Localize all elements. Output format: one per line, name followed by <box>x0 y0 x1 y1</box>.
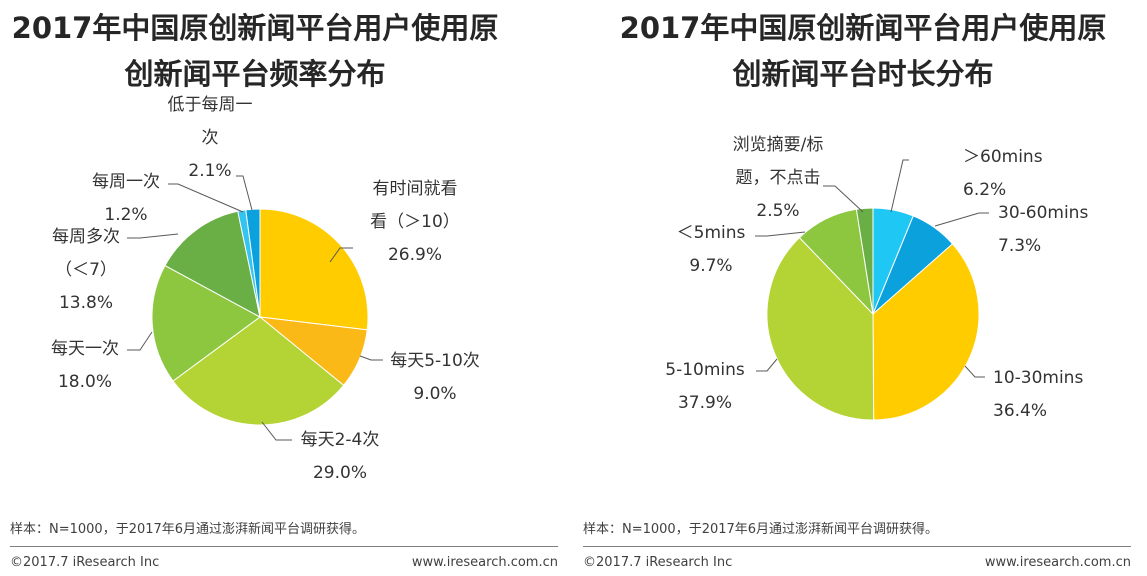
slice-category-label: 每天5-10次 <box>390 351 480 371</box>
leader-line-4 <box>127 233 179 239</box>
duration-pie-chart: 2017年中国原创新闻平台用户使用原 创新闻平台时长分布 ＞60mins 6.2%… <box>620 11 1107 421</box>
chart-title-line-2: 创新闻平台时长分布 <box>731 57 993 91</box>
leader-line-1 <box>359 355 383 361</box>
pie-slice-5 <box>855 207 874 315</box>
duration-chart-panel: 2017年中国原创新闻平台用户使用原 创新闻平台时长分布 ＞60mins 6.2%… <box>573 0 1147 576</box>
sample-note: 样本：N=1000，于2017年6月通过澎湃新闻平台调研获得。 <box>10 522 366 537</box>
slice-value-label: 6.2% <box>963 180 1006 200</box>
chart-title-line-1: 2017年中国原创新闻平台用户使用原 <box>12 11 499 45</box>
leader-line-4 <box>755 231 806 237</box>
slice-labels: ＞60mins 6.2% 30-60mins 7.3% 10-30mins 36.4% 5-… <box>665 135 1088 421</box>
pie-slice-3 <box>151 264 261 382</box>
pie-slice-2 <box>172 316 345 426</box>
pie-slice-3 <box>766 236 875 421</box>
slice-category-label: 每周一次 <box>92 172 160 192</box>
frequency-chart-panel: 2017年中国原创新闻平台用户使用原 创新闻平台频率分布 有时间就看看（＞10）… <box>10 11 558 570</box>
slice-category-label: 10-30mins <box>993 368 1083 388</box>
leader-lines <box>127 175 383 441</box>
pie-slices <box>766 207 980 421</box>
slice-category-label: 次 <box>202 128 219 148</box>
leader-line-1 <box>934 212 989 227</box>
leader-line-3 <box>756 358 778 372</box>
slice-value-label: 2.1% <box>188 161 231 181</box>
slice-value-label: 9.0% <box>413 384 456 404</box>
slice-value-label: 18.0% <box>58 372 112 392</box>
slice-value-label: 7.3% <box>998 236 1041 256</box>
footer-divider <box>583 546 1131 547</box>
slice-value-label: 36.4% <box>993 401 1047 421</box>
leader-line-3 <box>127 331 153 351</box>
pie-slice-2 <box>872 243 980 421</box>
website-link[interactable]: www.iresearch.com.cn <box>984 555 1131 570</box>
slice-category-label: 30-60mins <box>998 203 1088 223</box>
slice-category-label: 每天一次 <box>51 339 119 359</box>
slice-category-label: ＜5mins <box>677 223 746 243</box>
pie-slices <box>151 208 369 426</box>
slice-category-label: 每周多次 <box>52 227 120 247</box>
footer-divider <box>10 546 558 547</box>
leader-line-0 <box>329 247 353 263</box>
slice-value-label: 1.2% <box>104 205 147 225</box>
leader-line-2 <box>964 365 985 378</box>
website-link[interactable]: www.iresearch.com.cn <box>411 555 558 570</box>
leader-line-6 <box>236 175 253 211</box>
slice-category-label: 浏览摘要/标 <box>733 135 824 155</box>
leader-line-2 <box>261 421 292 441</box>
slice-category-label: 有时间就看 <box>373 179 458 199</box>
slice-category-label: 低于每周一 <box>168 95 253 115</box>
slice-value-label: 37.9% <box>678 393 732 413</box>
sample-note: 样本：N=1000，于2017年6月通过澎湃新闻平台调研获得。 <box>583 522 939 537</box>
slice-value-label: 13.8% <box>59 293 113 313</box>
pie-slice-0 <box>259 208 369 331</box>
slice-category-label: 看（＞10） <box>370 212 460 232</box>
chart-title-line-2: 创新闻平台频率分布 <box>123 57 385 91</box>
slice-value-label: 9.7% <box>689 256 732 276</box>
copyright: ©2017.7 iResearch Inc <box>10 555 160 570</box>
pie-slice-4 <box>164 210 261 318</box>
chart-title-line-1: 2017年中国原创新闻平台用户使用原 <box>620 11 1107 45</box>
copyright: ©2017.7 iResearch Inc <box>583 555 733 570</box>
leader-lines <box>755 159 989 378</box>
slice-category-label: ＞60mins <box>963 147 1043 167</box>
frequency-pie-chart: 2017年中国原创新闻平台用户使用原 创新闻平台频率分布 有时间就看看（＞10）… <box>12 11 499 483</box>
slice-value-label: 2.5% <box>756 201 799 221</box>
leader-line-5 <box>168 183 244 213</box>
slice-value-label: 26.9% <box>388 245 442 265</box>
slice-category-label: 5-10mins <box>665 360 745 380</box>
slice-value-label: 29.0% <box>313 463 367 483</box>
pie-slice-6 <box>245 208 261 318</box>
slice-category-label: 每天2-4次 <box>301 430 380 450</box>
slice-category-label: 题，不点击 <box>736 168 821 188</box>
leader-line-5 <box>823 185 864 213</box>
leader-line-0 <box>890 159 909 213</box>
slice-category-label: （＜7） <box>55 260 117 280</box>
